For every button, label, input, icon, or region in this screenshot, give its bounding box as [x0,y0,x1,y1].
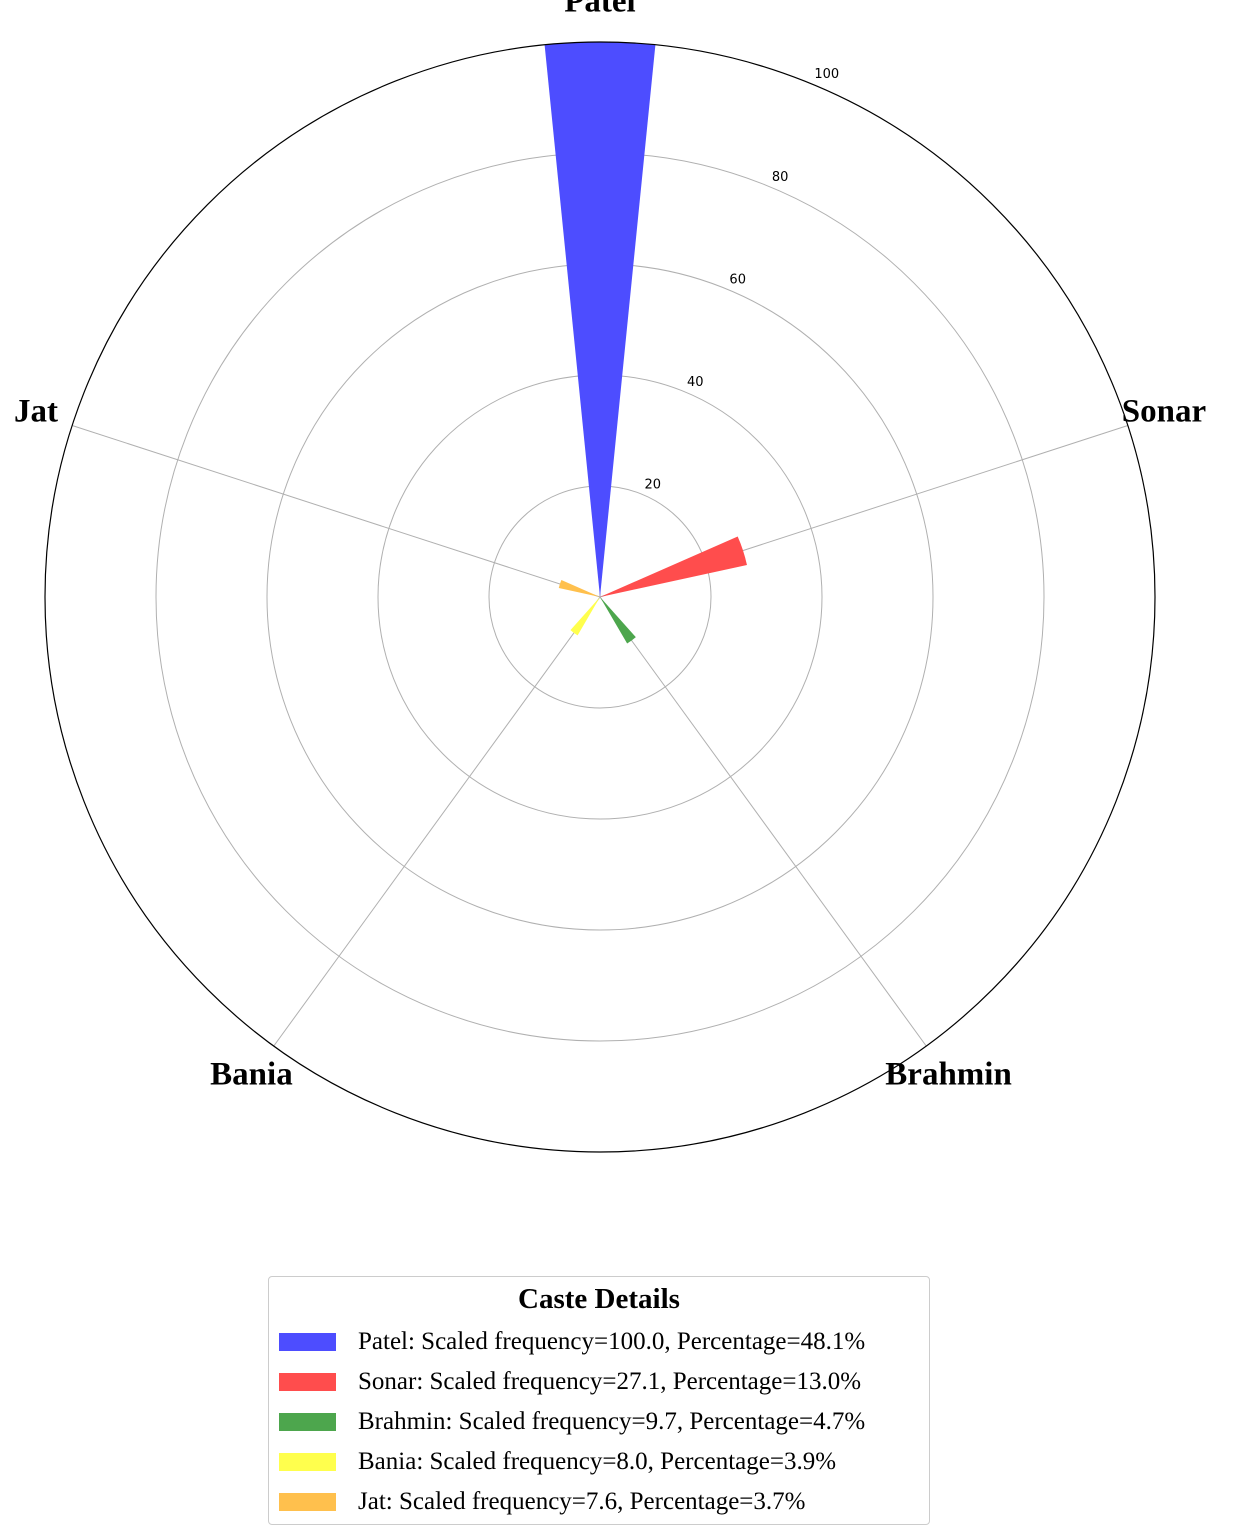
angular-gridline [72,425,601,598]
bar-brahmin [600,597,636,644]
bar-jat [558,580,600,597]
category-label-brahmin: Brahmin [885,1056,1012,1092]
legend-title: Caste Details [518,1283,680,1315]
legend-item-sonar: Sonar: Scaled frequency=27.1, Percentage… [279,1365,861,1399]
category-label-bania: Bania [210,1056,293,1092]
legend-label-bania: Bania: Scaled frequency=8.0, Percentage=… [358,1448,837,1475]
legend-label-brahmin: Brahmin: Scaled frequency=9.7, Percentag… [358,1408,866,1435]
legend-item-jat: Jat: Scaled frequency=7.6, Percentage=3.… [279,1485,805,1519]
polar-chart: 20 40 60 80 100 Patel Sonar Brahmin Bania Jat [14,0,1206,1153]
legend-item-bania: Bania: Scaled frequency=8.0, Percentage=… [279,1445,836,1479]
angular-gridline [599,596,927,1047]
legend-item-brahmin: Brahmin: Scaled frequency=9.7, Percentag… [279,1405,865,1439]
legend-swatch-patel [279,1333,336,1351]
legend-label-sonar: Sonar: Scaled frequency=27.1, Percentage… [358,1368,862,1395]
category-label-sonar: Sonar [1122,393,1206,429]
category-label-jat: Jat [14,393,58,429]
legend-swatch-jat [279,1493,336,1511]
bar-bania [570,597,600,636]
bar-patel [544,42,656,598]
legend-label-jat: Jat: Scaled frequency=7.6, Percentage=3.… [358,1488,806,1515]
radial-tick-label: 20 [644,477,661,492]
legend-swatch-bania [279,1453,336,1471]
angular-gridline [273,596,601,1047]
outer-frame [44,41,1156,1153]
legend-label-patel: Patel: Scaled frequency=100.0, Percentag… [358,1328,866,1355]
radial-tick-label: 60 [729,272,746,287]
radial-tick-label: 80 [772,170,789,185]
radial-tick-label: 100 [814,67,839,82]
legend-swatch-brahmin [279,1413,336,1431]
radial-tick-label: 40 [687,375,704,390]
legend: Caste Details Patel: Scaled frequency=10… [268,1276,930,1525]
bar-sonar [600,536,747,597]
category-label-patel: Patel [564,0,635,20]
legend-item-patel: Patel: Scaled frequency=100.0, Percentag… [279,1325,865,1359]
legend-swatch-sonar [279,1373,336,1391]
